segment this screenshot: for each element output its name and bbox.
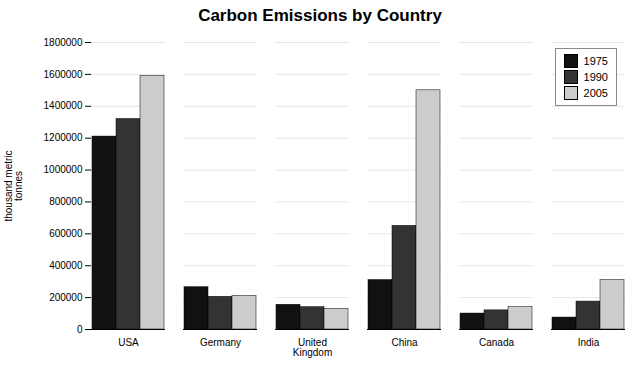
svg-text:1600000: 1600000: [44, 69, 83, 80]
svg-text:1200000: 1200000: [44, 132, 83, 143]
svg-text:800000: 800000: [49, 196, 83, 207]
html-text:1990: 1990: [583, 71, 608, 83]
svg-text:1400000: 1400000: [44, 100, 83, 111]
svg-text:China: China: [391, 337, 418, 348]
svg-text:0: 0: [77, 324, 83, 335]
svg-text:1800000: 1800000: [44, 37, 83, 48]
svg-text:600000: 600000: [49, 228, 83, 239]
svg-text:India: India: [578, 337, 600, 348]
svg-text:1000000: 1000000: [44, 164, 83, 175]
svg-text:thousand metrictonnes: thousand metrictonnes: [3, 150, 24, 221]
svg-text:USA: USA: [118, 337, 139, 348]
html-text:2005: 2005: [583, 87, 608, 99]
svg-text:Canada: Canada: [479, 337, 514, 348]
html-text:Carbon Emissions by Country: Carbon Emissions by Country: [198, 6, 442, 25]
svg-text:UnitedKingdom: UnitedKingdom: [293, 337, 332, 358]
svg-text:400000: 400000: [49, 260, 83, 271]
html-text:1975: 1975: [583, 55, 608, 67]
svg-text:200000: 200000: [49, 292, 83, 303]
svg-text:Germany: Germany: [200, 337, 241, 348]
